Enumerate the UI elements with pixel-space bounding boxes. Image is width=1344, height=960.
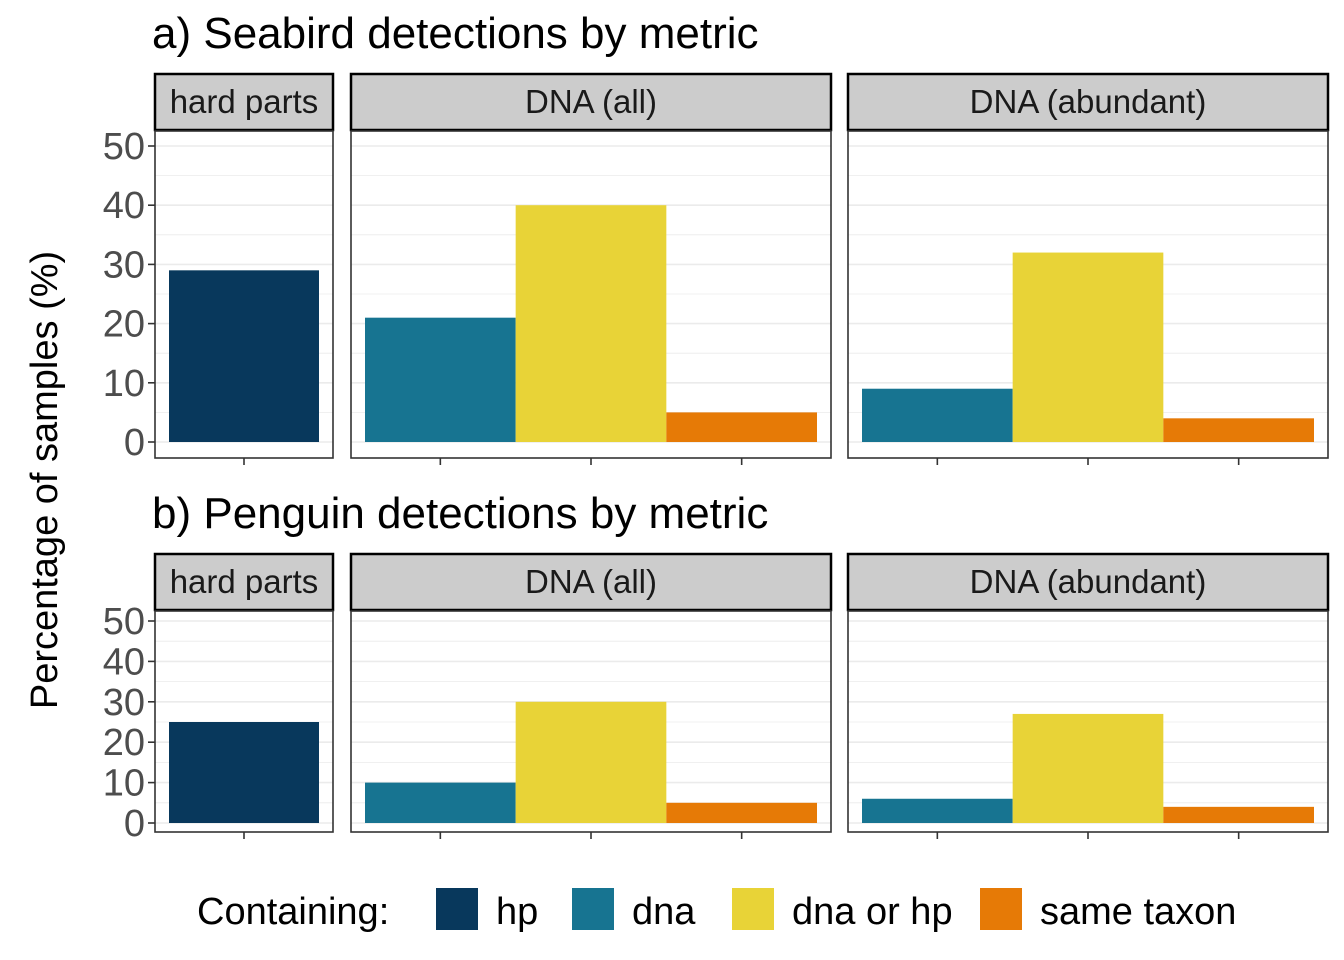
- facet-strip-label: hard parts: [170, 83, 319, 120]
- y-tick-label: 50: [103, 601, 145, 643]
- bar-dna: [862, 798, 1013, 823]
- y-tick-label: 0: [124, 422, 145, 464]
- legend-swatch: [572, 888, 614, 930]
- legend-swatch: [732, 888, 774, 930]
- bar-same_taxon: [666, 802, 817, 823]
- panel-border: [350, 130, 832, 459]
- bar-dna_or_hp: [515, 205, 667, 442]
- legend-swatch: [436, 888, 478, 930]
- bar-same_taxon: [1163, 806, 1314, 823]
- facet-strip-label: hard parts: [170, 563, 319, 600]
- legend: Containing: hp dna dna or hp same taxon: [197, 888, 1236, 933]
- facet-2: DNA (abundant): [846, 552, 1330, 839]
- chart-title: b) Penguin detections by metric: [152, 489, 768, 538]
- facet-0: hard parts: [153, 552, 335, 839]
- chart-panel-a: a) Seabird detections by metric hard part…: [103, 9, 1330, 465]
- bar-same_taxon: [1163, 418, 1314, 442]
- facet-strip: [846, 552, 1330, 612]
- legend-label: dna: [632, 891, 696, 933]
- legend-label: dna or hp: [792, 891, 953, 933]
- y-tick-label: 40: [103, 641, 145, 683]
- legend-item-dna_or_hp: dna or hp: [732, 888, 953, 933]
- panel-border: [847, 130, 1329, 459]
- panel-border: [847, 610, 1329, 833]
- panel-border: [350, 610, 832, 833]
- bar-hp: [169, 722, 319, 823]
- legend-label: hp: [496, 891, 538, 933]
- facet-strip-label: DNA (abundant): [970, 563, 1207, 600]
- bar-dna_or_hp: [515, 701, 667, 823]
- y-tick-label: 10: [103, 763, 145, 805]
- charts-layer: a) Seabird detections by metric hard part…: [103, 9, 1330, 845]
- legend-item-same_taxon: same taxon: [980, 888, 1236, 933]
- y-tick-label: 20: [103, 722, 145, 764]
- facet-strip: [349, 552, 833, 612]
- chart-panel-b: b) Penguin detections by metric hard part…: [103, 489, 1330, 845]
- legend-label: same taxon: [1040, 891, 1236, 933]
- facet-strip-label: DNA (abundant): [970, 83, 1207, 120]
- facet-0: hard parts: [153, 72, 335, 465]
- facet-strip-label: DNA (all): [525, 563, 657, 600]
- facet-1: DNA (all): [349, 72, 833, 465]
- panel-border: [154, 130, 334, 459]
- y-tick-label: 0: [124, 803, 145, 845]
- legend-title: Containing:: [197, 891, 389, 933]
- facet-1: DNA (all): [349, 552, 833, 839]
- y-axis-label: Percentage of samples (%): [24, 251, 66, 709]
- facet-strip: [846, 72, 1330, 132]
- bar-dna_or_hp: [1012, 713, 1164, 823]
- y-tick-label: 30: [103, 682, 145, 724]
- facet-strip-label: DNA (all): [525, 83, 657, 120]
- y-tick-label: 30: [103, 244, 145, 286]
- facet-strip: [153, 552, 335, 612]
- panel-border: [154, 610, 334, 833]
- bar-dna: [365, 317, 516, 442]
- bar-dna: [365, 782, 516, 823]
- legend-item-hp: hp: [436, 888, 538, 933]
- bar-dna_or_hp: [1012, 252, 1164, 442]
- bar-hp: [169, 270, 319, 442]
- bar-same_taxon: [666, 412, 817, 442]
- y-tick-label: 40: [103, 185, 145, 227]
- y-tick-label: 20: [103, 304, 145, 346]
- facet-strip: [153, 72, 335, 132]
- y-tick-label: 50: [103, 126, 145, 168]
- legend-item-dna: dna: [572, 888, 696, 933]
- chart-title: a) Seabird detections by metric: [152, 9, 759, 58]
- y-tick-label: 10: [103, 363, 145, 405]
- bar-dna: [862, 388, 1013, 442]
- facet-strip: [349, 72, 833, 132]
- legend-swatch: [980, 888, 1022, 930]
- facet-2: DNA (abundant): [846, 72, 1330, 465]
